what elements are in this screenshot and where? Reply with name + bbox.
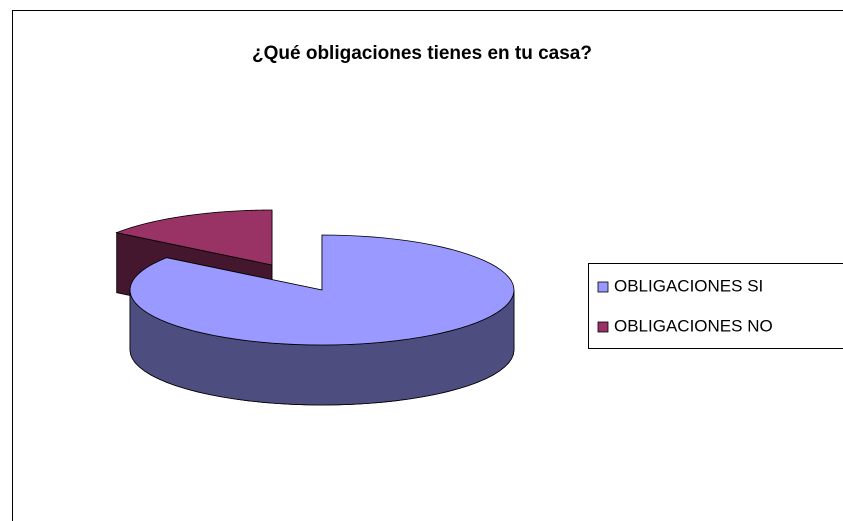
chart-title: ¿Qué obligaciones tienes en tu casa? [252, 43, 592, 64]
pie-slice [115, 209, 273, 266]
legend-label: OBLIGACIONES SI [614, 276, 763, 295]
legend-label: OBLIGACIONES NO [614, 316, 773, 335]
legend-swatch [597, 321, 609, 333]
legend-swatch [597, 281, 609, 293]
legend-box [588, 263, 843, 349]
pie-slice [129, 234, 515, 346]
